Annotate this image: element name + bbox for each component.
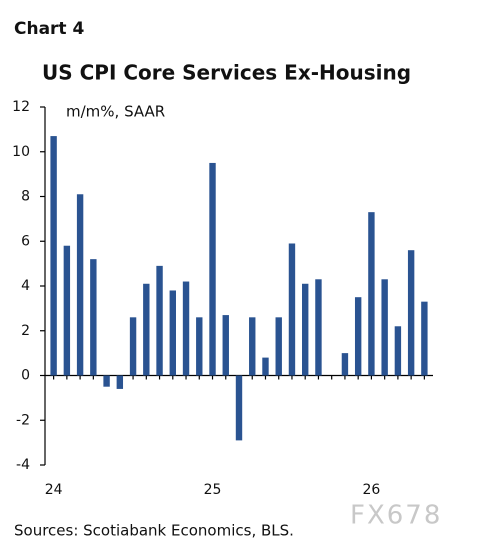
y-tick-label: 10 — [12, 144, 30, 160]
bar — [275, 317, 282, 376]
bar — [394, 326, 402, 376]
bar — [302, 283, 309, 376]
bar — [222, 315, 229, 376]
bar — [63, 245, 71, 376]
y-tick-label: 0 — [21, 368, 30, 384]
bar — [381, 279, 388, 376]
bar — [407, 250, 415, 376]
y-axis-label: m/m%, SAAR — [66, 103, 165, 121]
bar — [288, 243, 296, 376]
bar — [235, 375, 243, 441]
y-tick-label: 12 — [12, 99, 30, 115]
bar — [341, 353, 349, 376]
bar — [262, 357, 269, 376]
y-tick-label: -4 — [16, 457, 30, 473]
bar — [50, 136, 57, 376]
bar — [421, 301, 428, 376]
bar — [90, 259, 97, 376]
y-tick-label: 6 — [21, 233, 30, 249]
bar — [182, 281, 190, 376]
bar — [116, 375, 124, 389]
bar — [196, 317, 203, 376]
x-tick-label: 25 — [204, 482, 222, 498]
y-tick-label: 2 — [21, 323, 30, 339]
y-tick-label: -2 — [16, 412, 30, 428]
chart-label: Chart 4 — [14, 19, 84, 39]
y-tick-label: 8 — [21, 189, 30, 205]
source-note: Sources: Scotiabank Economics, BLS. — [14, 522, 294, 540]
bar — [143, 283, 150, 376]
chart-title: US CPI Core Services Ex-Housing — [42, 61, 411, 85]
bar — [315, 279, 322, 376]
bar — [249, 317, 256, 376]
bar — [209, 162, 216, 376]
y-tick-label: 4 — [21, 278, 30, 294]
watermark: FX678 — [350, 501, 442, 531]
bar — [129, 317, 137, 376]
x-tick-label: 26 — [362, 482, 380, 498]
bar — [156, 265, 163, 376]
x-tick-label: 24 — [45, 482, 63, 498]
bar — [169, 290, 176, 376]
bar — [368, 212, 375, 376]
bar — [76, 194, 84, 376]
bar — [354, 297, 362, 376]
bar — [103, 375, 110, 387]
